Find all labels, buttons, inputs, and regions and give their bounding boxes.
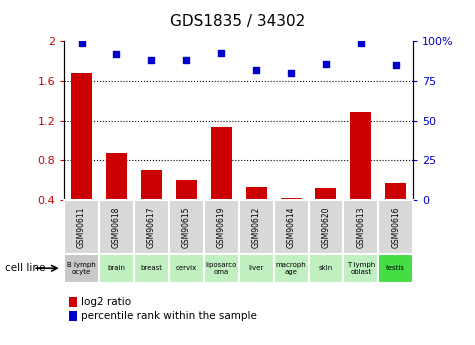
Text: liposarco
oma: liposarco oma	[206, 262, 237, 275]
Text: breast: breast	[141, 265, 162, 271]
Text: brain: brain	[107, 265, 125, 271]
FancyBboxPatch shape	[134, 254, 169, 283]
Bar	[69, 311, 77, 321]
Bar	[246, 187, 266, 200]
FancyBboxPatch shape	[343, 200, 379, 254]
Text: log2 ratio: log2 ratio	[81, 297, 131, 307]
Bar	[71, 73, 92, 200]
FancyBboxPatch shape	[204, 254, 238, 283]
Bar	[141, 170, 162, 200]
Text: GSM90617: GSM90617	[147, 206, 156, 248]
Bar	[385, 183, 406, 200]
FancyBboxPatch shape	[379, 254, 413, 283]
Text: cell line: cell line	[5, 263, 45, 273]
Point	[148, 58, 155, 63]
Text: GSM90620: GSM90620	[322, 206, 331, 248]
Point	[182, 58, 190, 63]
FancyBboxPatch shape	[134, 200, 169, 254]
Point	[252, 67, 260, 73]
Point	[78, 40, 86, 46]
Bar	[351, 112, 371, 200]
Text: GSM90616: GSM90616	[391, 206, 400, 248]
FancyBboxPatch shape	[238, 200, 274, 254]
Text: GDS1835 / 34302: GDS1835 / 34302	[170, 14, 305, 29]
Bar	[315, 188, 336, 200]
Text: cervix: cervix	[176, 265, 197, 271]
Text: GSM90611: GSM90611	[77, 206, 86, 247]
FancyBboxPatch shape	[64, 254, 99, 283]
Text: T lymph
oblast: T lymph oblast	[347, 262, 375, 275]
FancyBboxPatch shape	[309, 254, 343, 283]
Text: GSM90615: GSM90615	[182, 206, 191, 248]
Text: B lymph
ocyte: B lymph ocyte	[67, 262, 96, 275]
Text: GSM90614: GSM90614	[286, 206, 295, 248]
Text: GSM90619: GSM90619	[217, 206, 226, 248]
FancyBboxPatch shape	[169, 254, 204, 283]
FancyBboxPatch shape	[99, 200, 134, 254]
Text: skin: skin	[319, 265, 333, 271]
FancyBboxPatch shape	[64, 200, 99, 254]
FancyBboxPatch shape	[309, 200, 343, 254]
Text: liver: liver	[248, 265, 264, 271]
Bar	[176, 180, 197, 200]
Bar	[281, 198, 302, 200]
Point	[287, 70, 295, 76]
FancyBboxPatch shape	[99, 254, 134, 283]
Bar	[69, 297, 77, 307]
Text: GSM90612: GSM90612	[252, 206, 261, 247]
Text: macroph
age: macroph age	[276, 262, 306, 275]
FancyBboxPatch shape	[343, 254, 379, 283]
Point	[218, 50, 225, 55]
Point	[357, 40, 365, 46]
Point	[113, 51, 120, 57]
Point	[322, 61, 330, 66]
Bar	[106, 154, 127, 200]
Text: GSM90613: GSM90613	[356, 206, 365, 248]
Text: testis: testis	[386, 265, 405, 271]
FancyBboxPatch shape	[379, 200, 413, 254]
FancyBboxPatch shape	[204, 200, 238, 254]
Text: percentile rank within the sample: percentile rank within the sample	[81, 311, 256, 321]
Point	[392, 62, 399, 68]
Bar	[211, 127, 232, 200]
FancyBboxPatch shape	[274, 200, 309, 254]
FancyBboxPatch shape	[238, 254, 274, 283]
FancyBboxPatch shape	[274, 254, 309, 283]
Text: GSM90618: GSM90618	[112, 206, 121, 247]
FancyBboxPatch shape	[169, 200, 204, 254]
